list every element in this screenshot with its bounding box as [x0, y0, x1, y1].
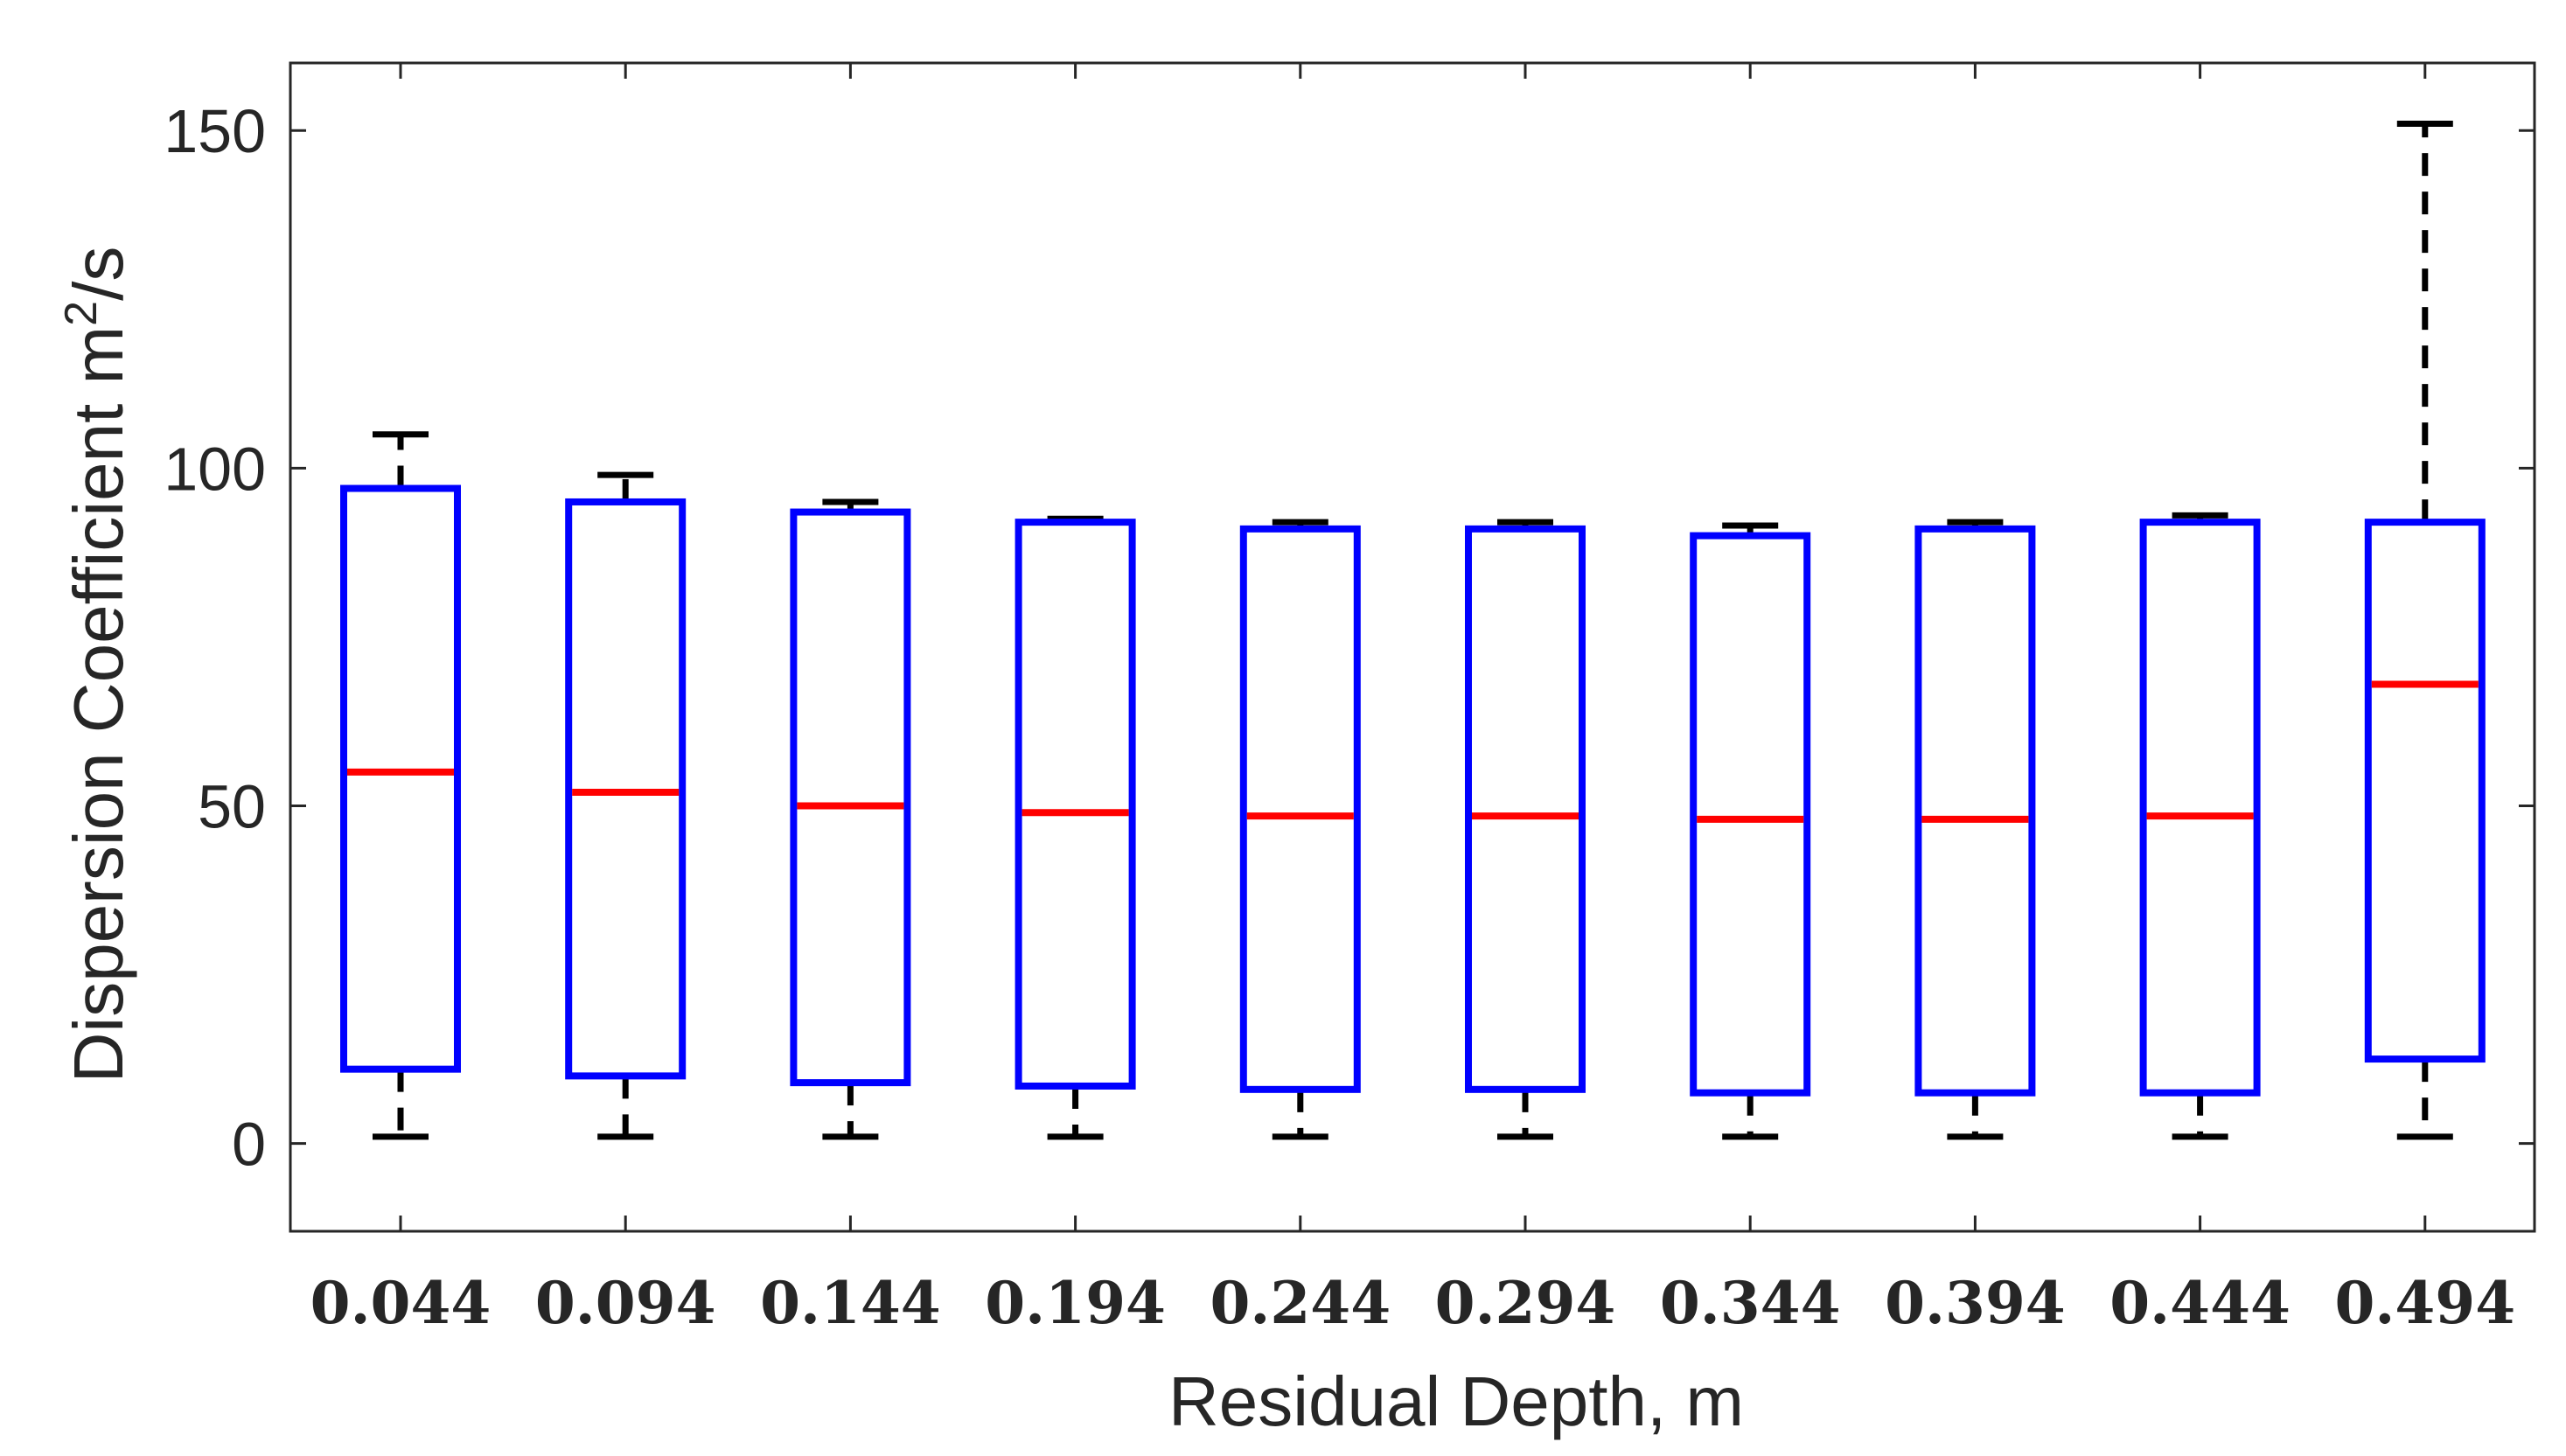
iqr-box [1690, 532, 1811, 1097]
x-tick-label: 0.144 [760, 1269, 941, 1337]
x-tick-label: 0.244 [1210, 1269, 1391, 1337]
y-tick-label: 50 [198, 772, 266, 840]
box-0.044 [340, 431, 461, 1140]
iqr-box [1465, 525, 1586, 1093]
box-0.394 [1914, 519, 2036, 1140]
iqr-box [2364, 519, 2486, 1063]
y-tick-label: 100 [164, 435, 266, 503]
iqr-box [1015, 519, 1136, 1090]
x-axis-label: Residual Depth, m [1168, 1362, 1744, 1440]
box-0.244 [1239, 519, 1361, 1140]
x-tick-label: 0.494 [2334, 1269, 2515, 1337]
box-0.194 [1015, 515, 1136, 1140]
iqr-box [1914, 525, 2036, 1097]
box-0.144 [790, 498, 911, 1140]
y-axis-label-main: Dispersion Coefficient m [59, 326, 137, 1083]
x-tick-label: 0.094 [535, 1269, 716, 1337]
iqr-box [790, 508, 911, 1087]
x-tick-label: 0.394 [1885, 1269, 2066, 1337]
x-tick-label: 0.194 [985, 1269, 1166, 1337]
box-0.294 [1465, 519, 1586, 1140]
iqr-box [2139, 519, 2261, 1097]
y-axis-label-superscript: 2 [56, 301, 107, 326]
y-tick-label: 0 [232, 1111, 266, 1179]
x-tick-label: 0.294 [1435, 1269, 1616, 1337]
boxes-layer [340, 121, 2486, 1140]
y-axis-label-tail: /s [59, 247, 137, 301]
iqr-box [340, 484, 461, 1073]
box-0.344 [1690, 522, 1811, 1140]
axis-ticks [290, 63, 2535, 1231]
iqr-box [1239, 525, 1361, 1093]
x-tick-label: 0.044 [310, 1269, 492, 1337]
box-0.494 [2364, 121, 2486, 1140]
x-tick-label: 0.444 [2109, 1269, 2291, 1337]
box-0.444 [2139, 512, 2261, 1140]
box-0.094 [565, 471, 687, 1140]
x-tick-label: 0.344 [1660, 1269, 1841, 1337]
tick-labels: 0 50 100 150 0.044 0.094 0.144 0.194 0.244 0.294 0… [164, 97, 2515, 1337]
y-axis-label: Dispersion Coefficient m2/s [56, 247, 137, 1083]
y-tick-label: 150 [164, 97, 266, 165]
